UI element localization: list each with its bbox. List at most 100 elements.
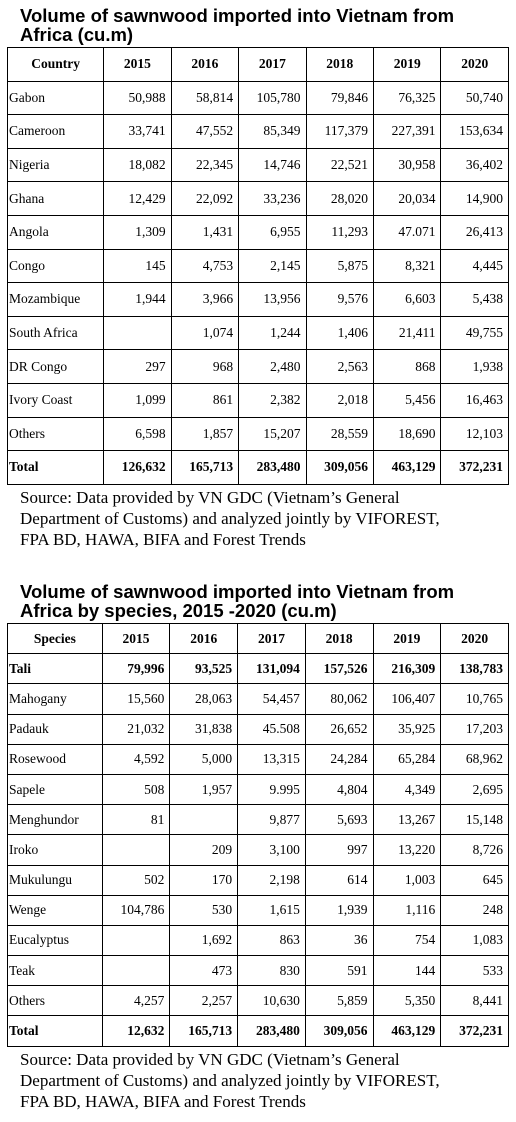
table-cell: 1,944 xyxy=(103,282,172,317)
table-row: Rosewood 4,592 5,000 13,315 24,284 65,284 68,9… xyxy=(7,743,509,775)
table-cell: 645 xyxy=(440,864,509,896)
row-label: Mahogany xyxy=(7,683,103,715)
table-cell: 248 xyxy=(440,894,509,926)
row-label: Others xyxy=(7,985,103,1017)
row-label: Ghana xyxy=(6,181,105,216)
table-cell: 283,480 xyxy=(237,1015,306,1047)
table-cell: 2,198 xyxy=(237,864,306,896)
row-label: Gabon xyxy=(6,80,105,116)
table-cell: 8,321 xyxy=(372,248,442,284)
table-cell: 997 xyxy=(304,834,374,866)
table-cell: 58,814 xyxy=(170,80,240,116)
table-row: Tali 79,996 93,525 131,094 157,526 216,309 138… xyxy=(7,653,509,685)
table-cell: 1,309 xyxy=(103,214,172,250)
table-cell: 309,056 xyxy=(305,450,375,485)
title-line: Volume of sawnwood imported into Vietnam… xyxy=(20,5,455,26)
table-cell: 30,958 xyxy=(372,147,442,183)
table-cell: 11,293 xyxy=(305,214,375,250)
table-cell: 47.071 xyxy=(372,214,442,250)
table-cell: 12,632 xyxy=(101,1015,171,1047)
total-row: Total 126,632 165,713 283,480 309,056 463,129… xyxy=(6,450,509,485)
table-cell: 18,690 xyxy=(372,416,442,452)
table-cell: 5,438 xyxy=(440,282,509,317)
table-cell: 106,407 xyxy=(372,683,442,715)
table-cell: 1,003 xyxy=(372,864,442,896)
table-cell: 20,034 xyxy=(372,181,442,216)
row-label: Nigeria xyxy=(6,147,105,183)
table-cell: 22,092 xyxy=(170,181,240,216)
table-cell: 227,391 xyxy=(372,114,442,149)
table-cell: 138,783 xyxy=(440,653,509,685)
table-cell: 1,615 xyxy=(237,894,306,926)
table-cell: 31,838 xyxy=(169,713,239,745)
row-label: South Africa xyxy=(6,315,105,351)
table-header-row: Species 2015 2016 2017 2018 2019 2020 xyxy=(7,622,509,655)
table-cell: 1,116 xyxy=(372,894,442,926)
table-cell: 2,257 xyxy=(169,985,239,1017)
table-row: South Africa 1,074 1,244 1,406 21,411 49,755 xyxy=(6,315,509,351)
table-cell: 80,062 xyxy=(304,683,374,715)
column-header: 2019 xyxy=(372,47,442,82)
table-cell: 591 xyxy=(304,955,374,987)
table-cell: 45.508 xyxy=(237,713,306,745)
table-cell: 33,741 xyxy=(103,114,172,149)
column-header: 2016 xyxy=(169,622,239,655)
table-cell: 105,780 xyxy=(238,80,307,116)
table-cell: 24,284 xyxy=(304,743,374,775)
table-cell: 10,630 xyxy=(237,985,306,1017)
row-label: Menghundor xyxy=(7,804,103,836)
table-cell: 79,846 xyxy=(305,80,375,116)
table-cell: 15,207 xyxy=(238,416,307,452)
table-cell: 283,480 xyxy=(238,450,307,485)
row-label: Mukulungu xyxy=(7,864,103,896)
column-header: 2020 xyxy=(440,622,509,655)
table-row: Mahogany 15,560 28,063 54,457 80,062 106,407 1… xyxy=(7,683,509,715)
table-cell: 9,877 xyxy=(237,804,306,836)
row-label: Others xyxy=(6,416,105,452)
row-label: Iroko xyxy=(7,834,103,866)
source-line: Source: Data provided by VN GDC (Vietnam… xyxy=(20,487,400,507)
table-cell: 209 xyxy=(169,834,239,866)
table-cell: 309,056 xyxy=(304,1015,374,1047)
table-cell: 4,349 xyxy=(372,773,442,806)
table-cell: 868 xyxy=(372,349,442,384)
table-cell: 18,082 xyxy=(103,147,172,183)
table-cell: 4,804 xyxy=(304,773,374,806)
table-cell: 85,349 xyxy=(238,114,307,149)
table-cell: 117,379 xyxy=(305,114,375,149)
row-label: Total xyxy=(6,450,105,485)
table-cell: 49,755 xyxy=(440,315,509,351)
table-cell: 12,429 xyxy=(103,181,172,216)
table-cell: 1,431 xyxy=(170,214,240,250)
table-cell: 530 xyxy=(169,894,239,926)
column-header: 2016 xyxy=(170,47,240,82)
table-cell: 8,441 xyxy=(440,985,509,1017)
table-cell: 165,713 xyxy=(170,450,240,485)
table-row: Wenge 104,786 530 1,615 1,939 1,116 248 xyxy=(7,894,509,926)
table-cell: 2,382 xyxy=(238,382,307,418)
table-cell xyxy=(101,955,171,987)
table-row: Cameroon 33,741 47,552 85,349 117,379 227,391… xyxy=(6,114,509,149)
row-label: Teak xyxy=(7,955,103,987)
table-row: Sapele 508 1,957 9.995 4,804 4,349 2,695 xyxy=(7,773,509,806)
column-header: 2018 xyxy=(305,47,375,82)
table-cell: 12,103 xyxy=(440,416,509,452)
table-cell: 8,726 xyxy=(440,834,509,866)
table-cell: 79,996 xyxy=(101,653,171,685)
table-cell: 15,560 xyxy=(101,683,171,715)
table-cell: 5,350 xyxy=(372,985,442,1017)
table-cell xyxy=(101,924,171,957)
table-row: Iroko 209 3,100 997 13,220 8,726 xyxy=(7,834,509,866)
species-table-section: Volume of sawnwood imported into Vietnam… xyxy=(0,582,516,1112)
table-cell: 1,938 xyxy=(440,349,509,384)
table-cell: 2,018 xyxy=(305,382,375,418)
table-cell: 1,857 xyxy=(170,416,240,452)
column-header: 2015 xyxy=(101,622,171,655)
table-cell: 36,402 xyxy=(440,147,509,183)
table-cell: 76,325 xyxy=(372,80,442,116)
table-cell: 170 xyxy=(169,864,239,896)
table-cell: 5,000 xyxy=(169,743,239,775)
table-cell: 21,032 xyxy=(101,713,171,745)
species-import-table: Species 2015 2016 2017 2018 2019 2020 Tali 79,9… xyxy=(7,622,509,1047)
row-label: Tali xyxy=(7,653,103,685)
